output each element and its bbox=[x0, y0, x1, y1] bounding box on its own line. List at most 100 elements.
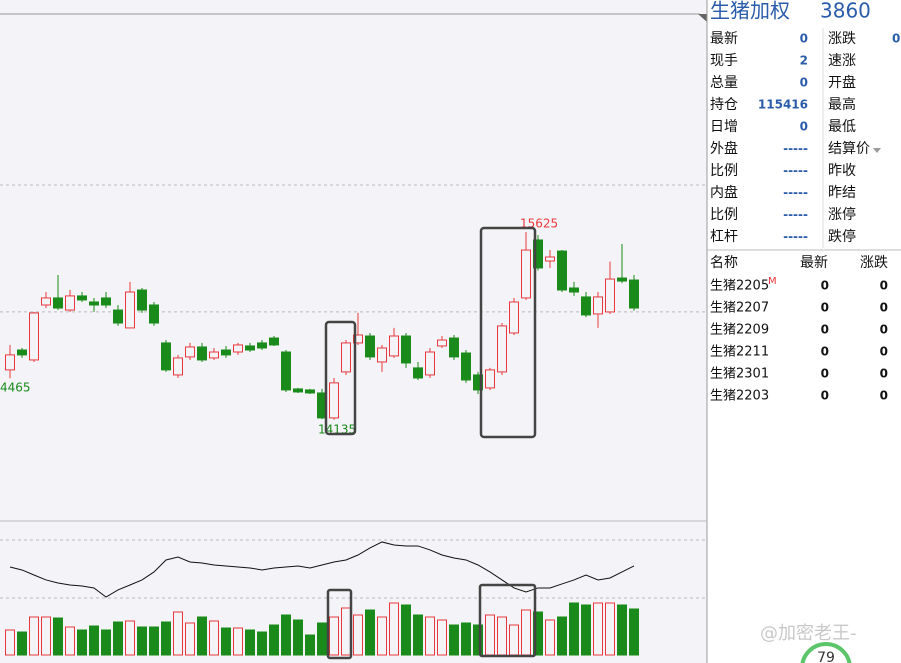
volume-bar bbox=[341, 607, 351, 656]
quote-title: 生猪加权 bbox=[710, 0, 790, 23]
candle-body bbox=[269, 337, 279, 346]
candle-body bbox=[557, 250, 567, 291]
contract-name[interactable]: 生猪2211 bbox=[710, 345, 769, 360]
quote-code: 3860 bbox=[820, 0, 871, 23]
candle-body bbox=[449, 337, 459, 358]
candle-body bbox=[233, 344, 243, 353]
candle-body bbox=[617, 277, 627, 282]
volume-bar bbox=[269, 624, 279, 656]
candle-body bbox=[485, 369, 495, 389]
candle-body bbox=[221, 349, 231, 356]
volume-bar bbox=[449, 624, 459, 656]
candle-body bbox=[497, 325, 507, 373]
highlight-box bbox=[479, 226, 537, 439]
volume-bar bbox=[173, 611, 183, 656]
volume-bar bbox=[29, 616, 39, 656]
field-value: ----- bbox=[783, 208, 808, 222]
field-value: 2 bbox=[800, 54, 808, 68]
corner-marker bbox=[698, 14, 707, 22]
field-value: ----- bbox=[783, 230, 808, 244]
field-value: ----- bbox=[783, 186, 808, 200]
volume-bar bbox=[89, 625, 99, 656]
volume-bar bbox=[233, 627, 243, 656]
volume-bar bbox=[149, 626, 159, 656]
candle-body bbox=[401, 335, 411, 364]
contract-name[interactable]: 生猪2207 bbox=[710, 301, 769, 316]
contract-latest: 0 bbox=[821, 323, 829, 337]
volume-bar bbox=[17, 631, 27, 656]
contract-name[interactable]: 生猪2203 bbox=[710, 389, 769, 404]
candle-body bbox=[53, 297, 63, 309]
candle-body bbox=[257, 342, 267, 349]
contract-name[interactable]: 生猪2205 bbox=[710, 279, 769, 294]
volume-bar bbox=[5, 629, 15, 656]
volume-bar bbox=[461, 622, 471, 656]
volume-bar bbox=[497, 616, 507, 656]
candle-body bbox=[161, 342, 171, 371]
field-label: 日增 bbox=[710, 119, 738, 135]
contract-latest: 0 bbox=[821, 279, 829, 293]
candle-body bbox=[281, 351, 291, 391]
volume-bar bbox=[161, 621, 171, 656]
field-label: 总量 bbox=[710, 75, 738, 91]
candle-body bbox=[377, 347, 387, 363]
volume-bar bbox=[245, 629, 255, 656]
candle-body bbox=[305, 389, 315, 394]
candle-body bbox=[245, 345, 255, 351]
volume-bar bbox=[437, 619, 447, 656]
volume-bar bbox=[629, 608, 639, 656]
candle-body bbox=[509, 301, 519, 334]
field-label: 跌停 bbox=[828, 228, 856, 245]
contract-name[interactable]: 生猪2209 bbox=[710, 323, 769, 338]
candle-body bbox=[137, 289, 147, 311]
candle-body bbox=[65, 295, 75, 311]
contract-change: 0 bbox=[880, 279, 888, 293]
candle-body bbox=[533, 239, 543, 269]
volume-bar bbox=[473, 624, 483, 656]
field-label: 速涨 bbox=[828, 53, 856, 69]
candle-body bbox=[605, 278, 615, 313]
volume-bar bbox=[101, 629, 111, 656]
field-value: 0 bbox=[800, 120, 808, 134]
candle-body bbox=[521, 249, 531, 299]
dropdown-arrow bbox=[873, 148, 881, 153]
field-label: 昨结 bbox=[828, 185, 856, 201]
volume-bar bbox=[485, 614, 495, 656]
candle-body bbox=[329, 382, 339, 419]
candle-body bbox=[113, 309, 123, 324]
field-label: 涨跌 bbox=[828, 31, 856, 47]
volume-bar bbox=[569, 602, 579, 656]
candle-body bbox=[209, 351, 219, 359]
candle-body bbox=[425, 351, 435, 376]
candle-body bbox=[545, 256, 555, 262]
volume-bar bbox=[209, 620, 219, 656]
volume-bar bbox=[137, 626, 147, 656]
contract-change: 0 bbox=[880, 323, 888, 337]
volume-bar bbox=[389, 602, 399, 656]
field-value: 115416 bbox=[758, 98, 808, 112]
candle-body bbox=[5, 354, 15, 371]
candle-body bbox=[149, 304, 159, 324]
candle-body bbox=[593, 296, 603, 315]
volume-bar bbox=[281, 614, 291, 656]
candle-body bbox=[341, 342, 351, 373]
volume-bar bbox=[605, 602, 615, 656]
volume-bar bbox=[377, 616, 387, 656]
field-label: 比例 bbox=[710, 207, 738, 223]
candle-body bbox=[569, 287, 579, 293]
field-label: 结算价 bbox=[828, 141, 870, 157]
volume-bar bbox=[425, 616, 435, 656]
volume-bar bbox=[401, 604, 411, 656]
volume-bar bbox=[293, 619, 303, 656]
contract-change: 0 bbox=[880, 301, 888, 315]
field-value: ----- bbox=[783, 164, 808, 178]
volume-bar bbox=[365, 609, 375, 656]
field-value: 0 bbox=[800, 32, 808, 46]
field-label: 最新 bbox=[710, 31, 738, 47]
field-value: ----- bbox=[783, 142, 808, 156]
contract-name[interactable]: 生猪2301 bbox=[710, 367, 769, 382]
